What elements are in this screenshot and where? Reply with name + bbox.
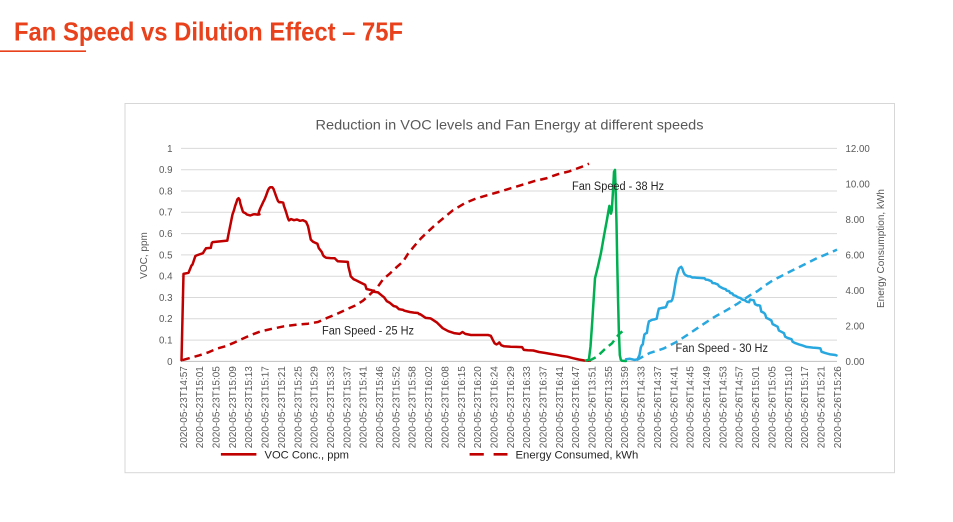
svg-text:Fan Speed - 30 Hz: Fan Speed - 30 Hz [676, 343, 769, 355]
svg-text:2020-05-23T15:05: 2020-05-23T15:05 [212, 366, 223, 448]
svg-text:Energy Consumption, kWh: Energy Consumption, kWh [876, 189, 887, 308]
svg-text:2.00: 2.00 [846, 321, 865, 332]
svg-text:8.00: 8.00 [846, 215, 865, 226]
svg-text:0.2: 0.2 [159, 314, 172, 325]
svg-text:2020-05-23T15:17: 2020-05-23T15:17 [261, 366, 272, 448]
svg-text:0.00: 0.00 [846, 357, 865, 368]
svg-text:2020-05-23T14:57: 2020-05-23T14:57 [179, 366, 190, 448]
svg-text:2020-05-23T16:33: 2020-05-23T16:33 [522, 366, 533, 448]
svg-text:0.4: 0.4 [159, 272, 173, 283]
svg-text:2020-05-23T15:52: 2020-05-23T15:52 [391, 366, 402, 448]
svg-text:2020-05-23T16:15: 2020-05-23T16:15 [457, 366, 468, 448]
svg-text:2020-05-23T15:21: 2020-05-23T15:21 [277, 366, 288, 448]
svg-text:2020-05-26T14:49: 2020-05-26T14:49 [702, 366, 713, 448]
svg-text:2020-05-23T16:47: 2020-05-23T16:47 [571, 366, 582, 448]
svg-text:0.7: 0.7 [159, 208, 172, 219]
svg-text:10.00: 10.00 [846, 179, 871, 190]
svg-text:VOC Conc., ppm: VOC Conc., ppm [265, 449, 350, 461]
svg-text:0.3: 0.3 [159, 293, 172, 304]
svg-text:2020-05-23T15:37: 2020-05-23T15:37 [342, 366, 353, 448]
svg-text:12.00: 12.00 [846, 144, 871, 155]
svg-text:4.00: 4.00 [846, 286, 865, 297]
svg-text:2020-05-23T16:41: 2020-05-23T16:41 [555, 366, 566, 448]
svg-text:2020-05-26T14:57: 2020-05-26T14:57 [735, 366, 746, 448]
svg-text:1: 1 [167, 144, 172, 155]
svg-text:0: 0 [167, 357, 173, 368]
svg-text:2020-05-23T15:41: 2020-05-23T15:41 [359, 366, 370, 448]
svg-text:0.1: 0.1 [159, 336, 172, 347]
svg-text:2020-05-23T16:20: 2020-05-23T16:20 [473, 366, 484, 449]
svg-text:2020-05-26T13:55: 2020-05-26T13:55 [604, 366, 615, 448]
svg-text:Fan Speed - 38 Hz: Fan Speed - 38 Hz [572, 181, 664, 193]
svg-text:2020-05-23T16:02: 2020-05-23T16:02 [424, 366, 435, 448]
svg-text:2020-05-26T14:37: 2020-05-26T14:37 [653, 366, 664, 448]
svg-text:2020-05-23T15:01: 2020-05-23T15:01 [195, 366, 206, 448]
svg-text:0.8: 0.8 [159, 186, 172, 197]
svg-text:2020-05-26T13:51: 2020-05-26T13:51 [588, 366, 599, 448]
svg-text:0.9: 0.9 [159, 165, 172, 176]
svg-text:2020-05-23T16:24: 2020-05-23T16:24 [490, 366, 501, 449]
svg-text:2020-05-26T15:17: 2020-05-26T15:17 [800, 366, 811, 448]
svg-text:Fan Speed - 25 Hz: Fan Speed - 25 Hz [322, 326, 414, 338]
svg-text:2020-05-26T13:59: 2020-05-26T13:59 [620, 366, 631, 448]
svg-text:2020-05-23T15:46: 2020-05-23T15:46 [375, 366, 386, 448]
svg-text:2020-05-26T14:53: 2020-05-26T14:53 [718, 366, 729, 448]
svg-text:2020-05-23T15:58: 2020-05-23T15:58 [408, 366, 419, 448]
svg-text:0.6: 0.6 [159, 229, 172, 240]
svg-text:2020-05-23T15:25: 2020-05-23T15:25 [293, 366, 304, 448]
svg-text:Fan Speed vs Dilution Effect –: Fan Speed vs Dilution Effect – 75F [14, 16, 403, 46]
svg-text:2020-05-26T14:41: 2020-05-26T14:41 [669, 366, 680, 448]
svg-text:2020-05-26T15:05: 2020-05-26T15:05 [767, 366, 778, 448]
svg-text:2020-05-23T15:09: 2020-05-23T15:09 [228, 366, 239, 448]
svg-text:2020-05-26T15:01: 2020-05-26T15:01 [751, 366, 762, 448]
svg-text:0.5: 0.5 [159, 250, 172, 261]
svg-text:Reduction in VOC levels and Fa: Reduction in VOC levels and Fan Energy a… [316, 116, 704, 132]
svg-text:2020-05-26T14:45: 2020-05-26T14:45 [686, 366, 697, 448]
svg-text:2020-05-23T15:13: 2020-05-23T15:13 [244, 366, 255, 448]
svg-text:Energy Consumed, kWh: Energy Consumed, kWh [516, 449, 639, 461]
svg-text:2020-05-26T15:26: 2020-05-26T15:26 [833, 366, 844, 448]
svg-text:2020-05-23T16:37: 2020-05-23T16:37 [539, 366, 550, 448]
svg-text:2020-05-26T15:10: 2020-05-26T15:10 [784, 366, 795, 449]
svg-text:VOC, ppm: VOC, ppm [139, 232, 150, 279]
svg-text:2020-05-23T15:33: 2020-05-23T15:33 [326, 366, 337, 448]
svg-text:2020-05-23T15:29: 2020-05-23T15:29 [310, 366, 321, 448]
svg-text:2020-05-26T15:21: 2020-05-26T15:21 [817, 366, 828, 448]
svg-text:2020-05-23T16:29: 2020-05-23T16:29 [506, 366, 517, 448]
svg-text:6.00: 6.00 [846, 250, 865, 261]
svg-text:2020-05-23T16:08: 2020-05-23T16:08 [440, 366, 451, 448]
svg-text:2020-05-26T14:33: 2020-05-26T14:33 [637, 366, 648, 448]
